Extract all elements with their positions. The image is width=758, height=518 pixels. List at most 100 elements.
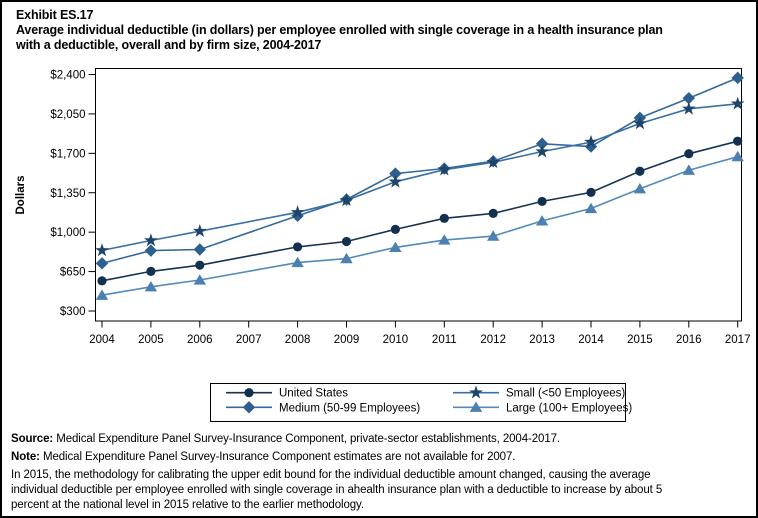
circle-marker (684, 149, 694, 159)
plot-frame (95, 68, 742, 322)
paragraph-line: percent at the national level in 2015 re… (11, 499, 364, 511)
triangle-marker (535, 215, 549, 226)
triangle-marker (438, 234, 451, 245)
y-tick-label: $1,350 (50, 188, 85, 200)
series-small-50-employees (95, 96, 745, 257)
legend: United States Small (<50 Employees) Medium… (210, 383, 632, 422)
legend-item-united-states: United States (226, 388, 348, 400)
triangle-marker (340, 252, 353, 264)
star-marker (388, 174, 403, 188)
source-label: Source: (11, 433, 54, 445)
triangle-marker (389, 241, 402, 252)
circle-marker (733, 136, 743, 146)
star-marker (437, 162, 452, 176)
legend-label: Large (100+ Employees) (506, 402, 632, 414)
circle-marker (390, 224, 400, 234)
star-marker (584, 134, 598, 148)
diamond-marker (242, 401, 256, 414)
note-text: Medical Expenditure Panel Survey-Insuran… (39, 451, 516, 463)
footer-note: Note: Medical Expenditure Panel Survey-I… (11, 450, 755, 464)
line-chart: $300 $650 $1,000 $1,350 $1,700 $2,050 $2,400 20… (15, 68, 751, 422)
circle-marker (635, 166, 645, 176)
triangle-marker (469, 401, 483, 412)
star-marker (730, 96, 745, 110)
x-tick-label: 2015 (627, 334, 653, 346)
footer-source: Source: Medical Expenditure Panel Survey… (11, 432, 755, 446)
x-tick-label: 2007 (236, 334, 262, 346)
y-tick-label: $300 (60, 306, 86, 318)
circle-marker (244, 388, 254, 398)
source-text: Medical Expenditure Panel Survey-Insuran… (53, 433, 561, 445)
circle-marker (293, 242, 303, 252)
star-marker (95, 243, 109, 257)
y-axis-title: Dollars (15, 176, 27, 215)
circle-marker (146, 266, 156, 276)
x-tick-label: 2017 (725, 334, 751, 346)
star-marker (339, 193, 354, 207)
circle-marker (586, 187, 596, 198)
diamond-marker (682, 91, 695, 105)
diamond-marker (95, 257, 109, 270)
y-tick-label: $1,700 (50, 148, 85, 160)
footer-methodology-paragraph: In 2015, the methodology for calibrating… (11, 468, 755, 513)
star-marker (469, 385, 483, 399)
chart-title-line2: with a deductible, overall and by firm s… (16, 38, 322, 52)
circle-marker (341, 236, 352, 247)
triangle-marker (731, 150, 744, 162)
series-large-100-employees (95, 150, 744, 300)
triangle-marker (633, 183, 647, 194)
circle-marker (195, 260, 205, 270)
triangle-marker (95, 289, 109, 300)
triangle-marker (487, 230, 500, 241)
triangle-marker (291, 256, 304, 268)
circle-marker (537, 196, 547, 207)
diamond-marker (389, 167, 402, 180)
diamond-marker (193, 243, 206, 256)
x-tick-label: 2009 (334, 334, 360, 346)
diamond-marker (535, 137, 549, 150)
legend-item-medium-50-99-employees: Medium (50-99 Employees) (226, 401, 420, 414)
star-marker (535, 144, 549, 158)
x-tick-label: 2011 (432, 334, 457, 346)
x-tick-label: 2005 (138, 334, 164, 346)
legend-box (210, 383, 626, 422)
exhibit-number: Exhibit ES.17 (16, 8, 94, 22)
star-marker (681, 101, 696, 115)
x-tick-label: 2006 (187, 334, 213, 346)
x-tick-label: 2014 (578, 334, 604, 346)
note-label: Note: (11, 451, 40, 463)
x-tick-label: 2008 (285, 334, 311, 346)
star-marker (290, 205, 305, 219)
star-marker (633, 116, 647, 130)
legend-label: Small (<50 Employees) (506, 388, 625, 400)
x-tick-label: 2016 (676, 334, 702, 346)
series-united-states (97, 136, 743, 286)
circle-marker (439, 213, 449, 223)
legend-item-large-100-employees: Large (100+ Employees) (453, 401, 632, 414)
paragraph-line: In 2015, the methodology for calibrating… (11, 469, 651, 481)
legend-label: United States (279, 388, 348, 400)
triangle-marker (584, 202, 598, 214)
triangle-marker (682, 164, 695, 175)
triangle-marker (144, 280, 158, 292)
diamond-marker (144, 244, 158, 257)
x-tick-label: 2010 (383, 334, 409, 346)
star-marker (486, 155, 501, 169)
paragraph-line: individual deductible per employee enrol… (11, 484, 663, 496)
legend-item-small-50-employees: Small (<50 Employees) (453, 385, 625, 400)
star-marker (192, 223, 207, 237)
circle-marker (488, 208, 498, 218)
chart-title-block: Exhibit ES.17 Average individual deducti… (16, 8, 752, 53)
y-tick-label: $2,050 (50, 109, 85, 121)
x-tick-label: 2013 (529, 334, 555, 346)
y-tick-label: $1,000 (50, 227, 85, 239)
legend-label: Medium (50-99 Employees) (279, 402, 420, 414)
x-tick-label: 2004 (89, 334, 115, 346)
circle-marker (97, 276, 107, 286)
y-tick-label: $650 (60, 267, 86, 279)
y-tick-label: $2,400 (50, 70, 85, 82)
chart-title-line1: Average individual deductible (in dollar… (16, 23, 663, 37)
triangle-marker (193, 274, 206, 285)
x-tick-label: 2012 (480, 334, 506, 346)
